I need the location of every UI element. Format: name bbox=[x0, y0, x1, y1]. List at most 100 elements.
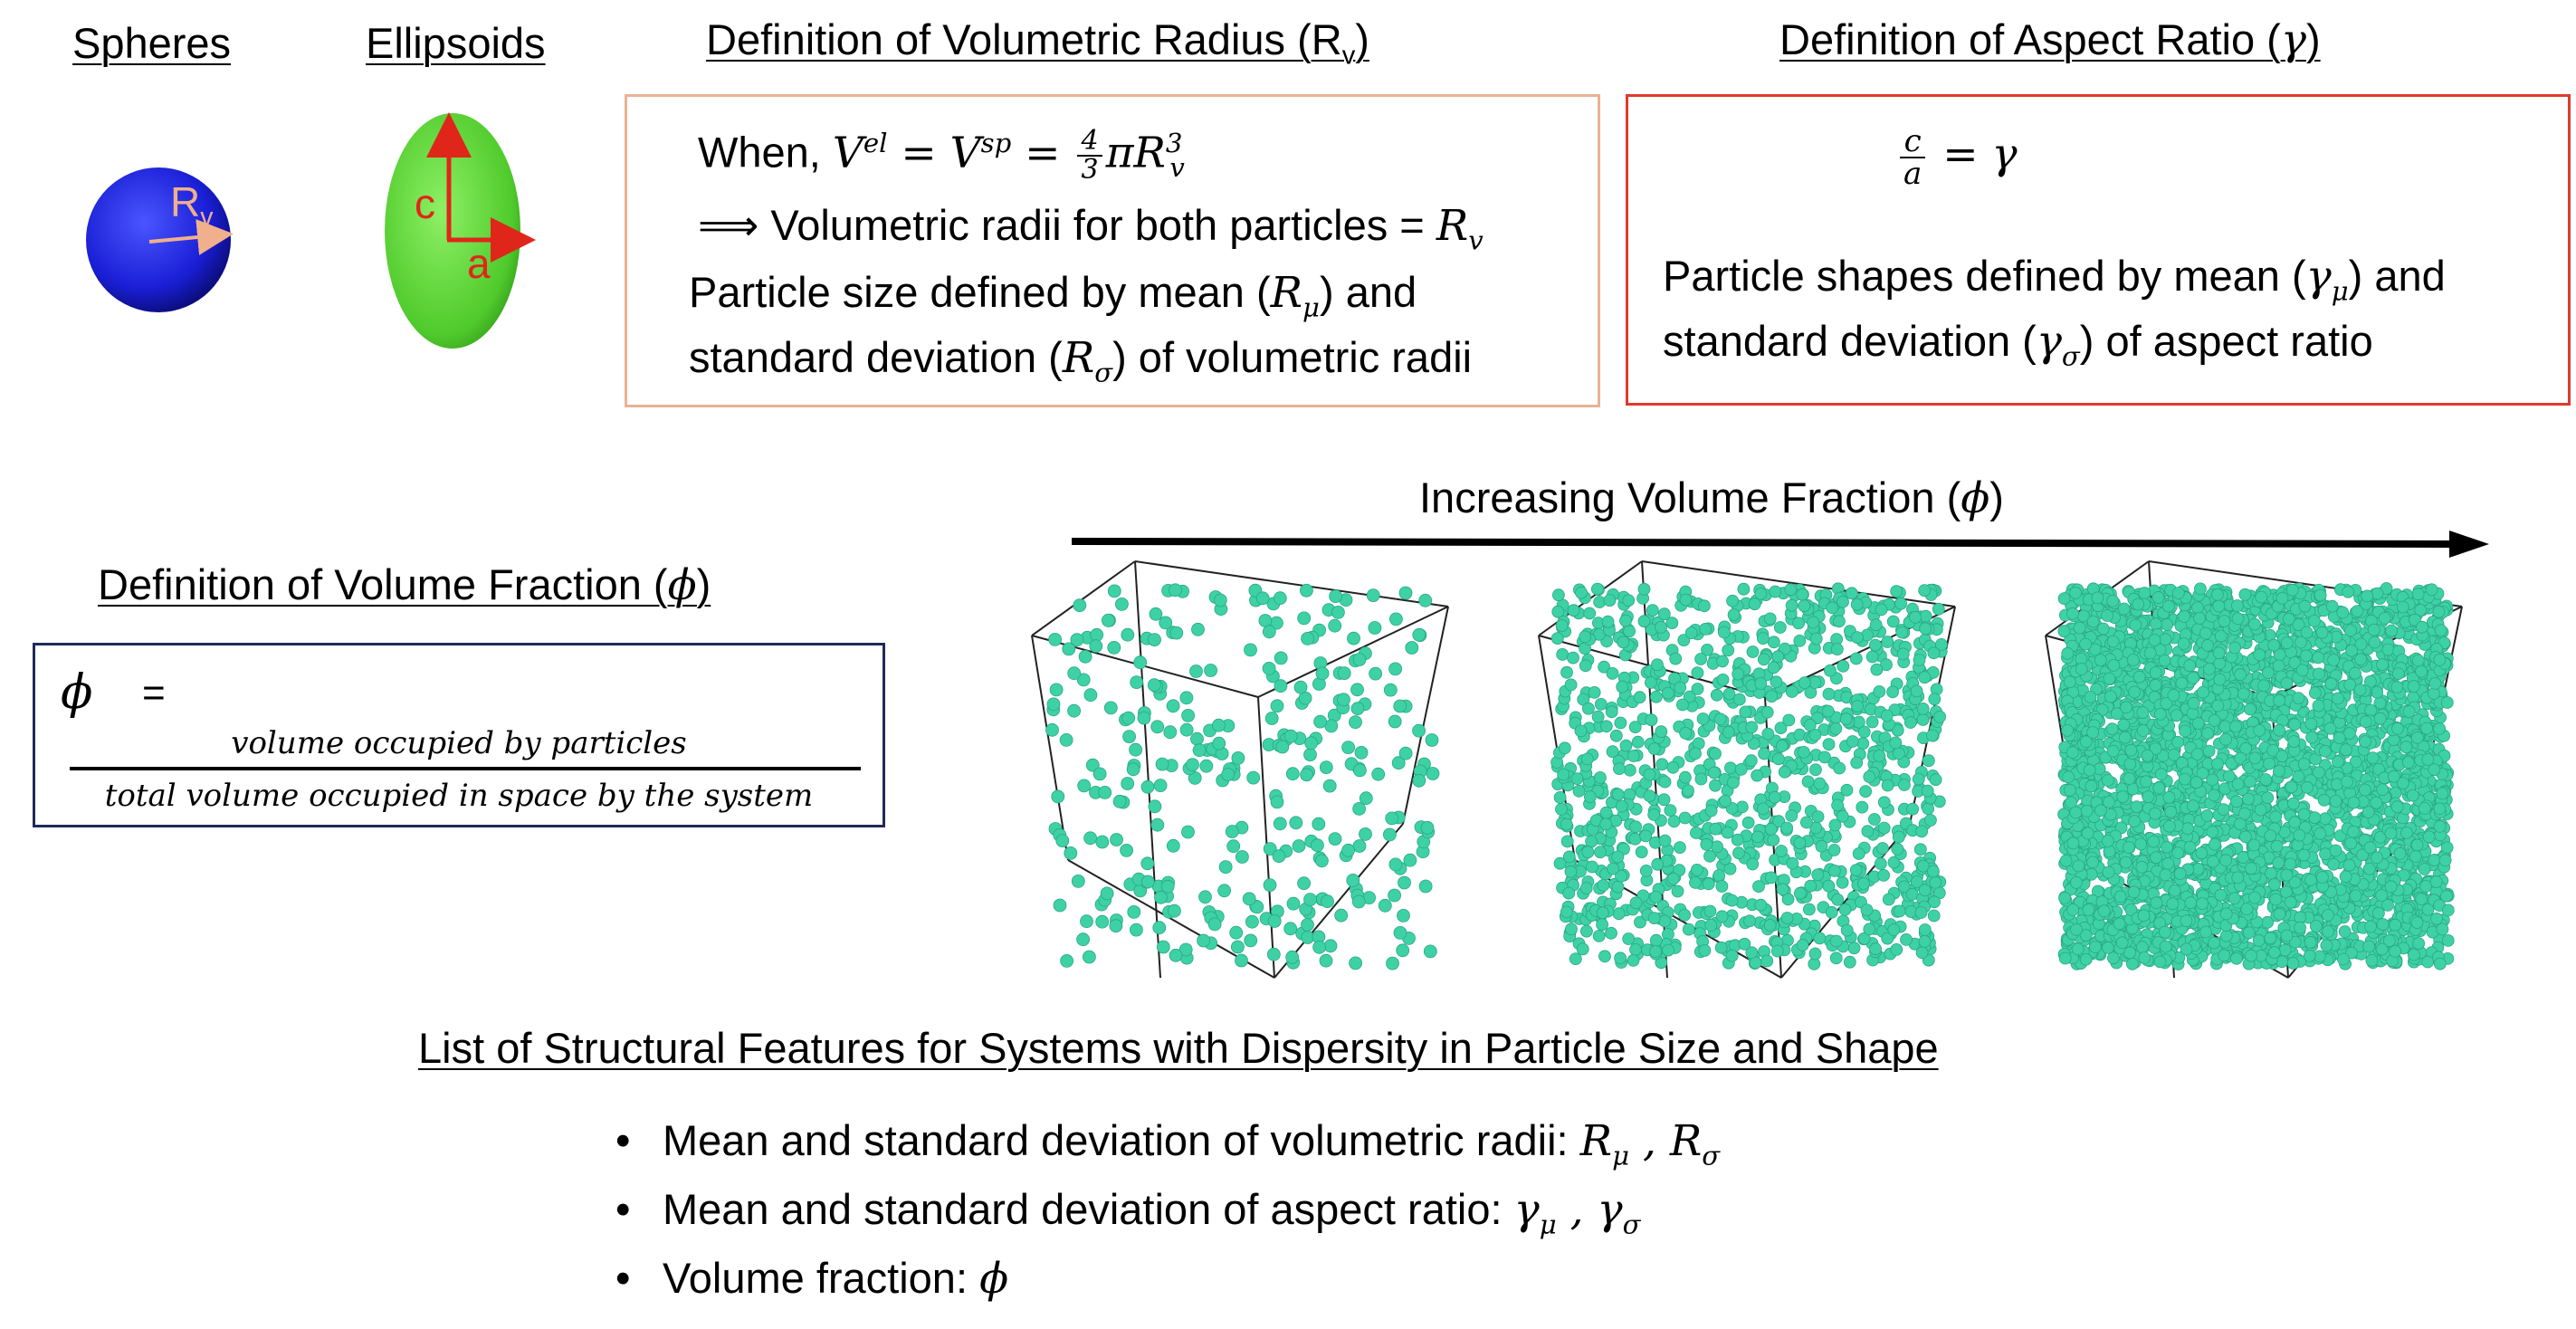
particle bbox=[1649, 945, 1662, 958]
particle bbox=[2088, 643, 2102, 656]
particle bbox=[2344, 837, 2358, 850]
particle bbox=[1562, 886, 1576, 900]
particle bbox=[1313, 714, 1328, 729]
particle bbox=[1927, 865, 1940, 878]
particle bbox=[1221, 768, 1236, 781]
particle bbox=[2153, 955, 2167, 969]
particle bbox=[2376, 658, 2389, 671]
particle bbox=[2375, 889, 2389, 902]
particle bbox=[1690, 827, 1703, 839]
particle bbox=[2162, 790, 2176, 804]
particle bbox=[1283, 922, 1298, 936]
particle bbox=[1647, 742, 1661, 756]
particle bbox=[2101, 835, 2114, 847]
particle bbox=[1738, 937, 1751, 951]
particle bbox=[1635, 846, 1648, 859]
volumetric-radius-box: When, Vel = Vsp = 4 3 πR3v ⟹ Volumetric ra… bbox=[625, 94, 1600, 407]
particle bbox=[2359, 715, 2372, 729]
particle bbox=[2237, 851, 2250, 865]
particle bbox=[1679, 726, 1693, 740]
particle bbox=[1053, 898, 1067, 913]
particle bbox=[2123, 772, 2136, 785]
low-density-cube bbox=[1031, 560, 1449, 979]
particle bbox=[1328, 618, 1342, 633]
particle bbox=[1226, 839, 1241, 854]
particle bbox=[2149, 666, 2162, 679]
particle bbox=[1553, 856, 1567, 870]
particle bbox=[2214, 888, 2228, 902]
particle bbox=[1666, 872, 1680, 885]
particle bbox=[1691, 683, 1704, 695]
particle bbox=[2218, 615, 2231, 627]
particle bbox=[2381, 898, 2394, 912]
particle bbox=[1588, 685, 1601, 699]
particle bbox=[2325, 599, 2339, 613]
particle bbox=[1847, 942, 1861, 955]
particle bbox=[2070, 875, 2083, 889]
particle bbox=[2079, 952, 2093, 966]
particle bbox=[2106, 594, 2120, 607]
particle bbox=[1133, 655, 1148, 670]
particle bbox=[2107, 951, 2120, 965]
particle bbox=[2200, 808, 2214, 822]
particle bbox=[1727, 776, 1740, 789]
particle bbox=[1181, 825, 1195, 839]
particle bbox=[2315, 626, 2329, 639]
particle bbox=[2163, 819, 2176, 833]
particle bbox=[2273, 907, 2286, 921]
particle bbox=[2102, 941, 2114, 954]
particle bbox=[1703, 904, 1717, 918]
particle bbox=[2173, 867, 2187, 880]
particle-size-mean-line: Particle size defined by mean (Rμ) and bbox=[689, 268, 1417, 323]
particle bbox=[1083, 688, 1098, 703]
particle bbox=[1865, 650, 1879, 664]
particle bbox=[2297, 808, 2311, 821]
particle bbox=[2375, 942, 2389, 956]
particle bbox=[1722, 644, 1735, 657]
particle bbox=[2199, 925, 2212, 939]
particle bbox=[1127, 904, 1141, 919]
particle bbox=[2285, 780, 2298, 794]
particle bbox=[1912, 772, 1925, 786]
particle bbox=[2297, 758, 2311, 770]
particle bbox=[1708, 766, 1721, 779]
particle bbox=[2124, 904, 2138, 916]
particle bbox=[1098, 785, 1112, 799]
particle bbox=[1669, 652, 1683, 665]
particle bbox=[2202, 744, 2216, 758]
particle bbox=[1711, 840, 1723, 854]
particle bbox=[1757, 802, 1770, 816]
particle bbox=[1824, 664, 1837, 677]
particle bbox=[2178, 772, 2191, 786]
particle bbox=[1352, 653, 1367, 666]
particle bbox=[2096, 622, 2110, 636]
particle bbox=[1890, 942, 1903, 956]
particle bbox=[2086, 726, 2100, 739]
particle bbox=[2206, 825, 2219, 838]
particle bbox=[1658, 834, 1672, 847]
particle bbox=[1865, 715, 1879, 729]
particle bbox=[1913, 843, 1927, 856]
particle bbox=[1283, 729, 1298, 743]
particle bbox=[2117, 718, 2131, 731]
particle bbox=[1230, 940, 1245, 954]
particle bbox=[1811, 810, 1825, 824]
particle bbox=[1676, 698, 1689, 712]
particle bbox=[1761, 727, 1775, 741]
particle bbox=[1760, 954, 1774, 968]
particle bbox=[1679, 593, 1693, 607]
particle bbox=[1643, 768, 1656, 781]
particle bbox=[1140, 779, 1155, 794]
particle bbox=[2191, 601, 2204, 615]
particle bbox=[2209, 837, 2221, 851]
particle bbox=[2106, 744, 2120, 758]
particle bbox=[2234, 751, 2247, 765]
particle bbox=[2079, 929, 2093, 942]
particle bbox=[1857, 725, 1871, 739]
particle bbox=[1829, 951, 1843, 965]
particle bbox=[2199, 626, 2212, 640]
particle bbox=[2322, 908, 2334, 922]
particle bbox=[1881, 932, 1894, 945]
particle bbox=[2295, 636, 2307, 649]
particle bbox=[2084, 690, 2097, 703]
